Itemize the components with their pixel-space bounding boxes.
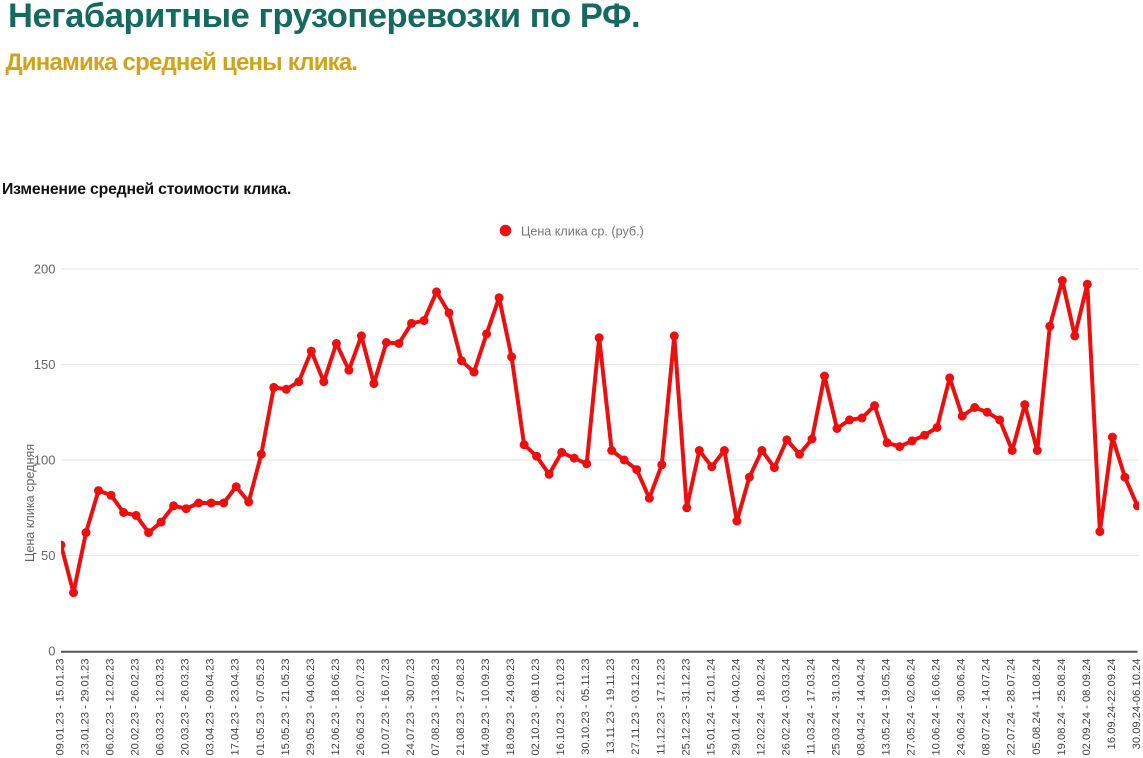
svg-text:15.05.23 - 21.05.23: 15.05.23 - 21.05.23	[280, 659, 292, 756]
svg-text:13.05.24 - 19.05.24: 13.05.24 - 19.05.24	[881, 659, 893, 756]
svg-text:19.08.24 - 25.08.24: 19.08.24 - 25.08.24	[1056, 659, 1068, 756]
svg-text:26.06.23 - 02.07.23: 26.06.23 - 02.07.23	[355, 659, 367, 756]
svg-text:12.06.23 - 18.06.23: 12.06.23 - 18.06.23	[330, 659, 342, 756]
svg-text:05.08.24 - 11.08.24: 05.08.24 - 11.08.24	[1031, 659, 1043, 755]
svg-text:25.03.24 - 31.03.24: 25.03.24 - 31.03.24	[831, 659, 843, 756]
svg-text:15.01.24 - 21.01.24: 15.01.24 - 21.01.24	[705, 659, 717, 756]
svg-text:27.05.24 - 02.06.24: 27.05.24 - 02.06.24	[906, 659, 918, 756]
svg-text:12.02.24 - 18.02.24: 12.02.24 - 18.02.24	[755, 659, 767, 756]
svg-text:21.08.23 - 27.08.23: 21.08.23 - 27.08.23	[455, 659, 467, 756]
svg-text:13.11.23 - 19.11.23: 13.11.23 - 19.11.23	[605, 659, 617, 754]
svg-text:100: 100	[34, 453, 56, 468]
svg-text:01.05.23 - 07.05.23: 01.05.23 - 07.05.23	[255, 659, 267, 756]
svg-text:09.01.23 - 15.01.23: 09.01.23 - 15.01.23	[55, 659, 67, 756]
svg-text:10.06.24 - 16.06.24: 10.06.24 - 16.06.24	[931, 659, 943, 756]
svg-text:03.04.23 - 09.04.23: 03.04.23 - 09.04.23	[205, 659, 217, 756]
svg-text:20.03.23 - 26.03.23: 20.03.23 - 26.03.23	[180, 659, 192, 756]
svg-text:17.04.23 - 23.04.23: 17.04.23 - 23.04.23	[230, 659, 242, 756]
svg-text:06.02.23 - 12.02.23: 06.02.23 - 12.02.23	[105, 659, 117, 756]
svg-text:200: 200	[34, 262, 56, 277]
svg-text:18.09.23 - 24.09.23: 18.09.23 - 24.09.23	[505, 659, 517, 756]
svg-text:24.07.23 - 30.07.23: 24.07.23 - 30.07.23	[405, 659, 417, 756]
svg-text:30.09.24-06.10.24: 30.09.24-06.10.24	[1131, 659, 1143, 750]
svg-text:29.01.24 - 04.02.24: 29.01.24 - 04.02.24	[730, 659, 742, 756]
svg-text:20.02.23 - 26.02.23: 20.02.23 - 26.02.23	[130, 659, 142, 756]
svg-text:23.01.23 - 29.01.23: 23.01.23 - 29.01.23	[80, 659, 92, 756]
svg-text:50: 50	[41, 548, 55, 563]
svg-text:24.06.24 - 30.06.24: 24.06.24 - 30.06.24	[956, 658, 968, 755]
svg-text:16.09.24-22.09.24: 16.09.24-22.09.24	[1106, 659, 1118, 750]
svg-text:10.07.23 - 16.07.23: 10.07.23 - 16.07.23	[380, 659, 392, 756]
svg-text:30.10.23 - 05.11.23: 30.10.23 - 05.11.23	[580, 659, 592, 755]
svg-text:08.07.24 - 14.07.24: 08.07.24 - 14.07.24	[981, 658, 993, 755]
svg-text:11.12.23 - 17.12.23: 11.12.23 - 17.12.23	[655, 659, 667, 755]
svg-text:150: 150	[34, 357, 56, 372]
svg-text:11.03.24 - 17.03.24: 11.03.24 - 17.03.24	[806, 659, 818, 755]
svg-text:08.04.24 - 14.04.24: 08.04.24 - 14.04.24	[856, 659, 868, 756]
svg-text:02.10.23 - 08.10.23: 02.10.23 - 08.10.23	[530, 659, 542, 756]
svg-text:Цена клика средняя: Цена клика средняя	[23, 444, 37, 562]
svg-text:26.02.24 - 03.03.24: 26.02.24 - 03.03.24	[780, 659, 792, 756]
svg-text:Цена клика ср. (руб.): Цена клика ср. (руб.)	[521, 225, 644, 239]
svg-text:02.09.24 - 08.09.24: 02.09.24 - 08.09.24	[1081, 659, 1093, 756]
svg-text:04.09.23 - 10.09.23: 04.09.23 - 10.09.23	[480, 659, 492, 756]
svg-text:25.12.23 - 31.12.23: 25.12.23 - 31.12.23	[680, 659, 692, 756]
svg-text:27.11.23 - 03.12.23: 27.11.23 - 03.12.23	[630, 659, 642, 755]
svg-text:22.07.24 - 28.07.24: 22.07.24 - 28.07.24	[1006, 658, 1018, 755]
svg-text:16.10.23 - 22.10.23: 16.10.23 - 22.10.23	[555, 659, 567, 756]
svg-text:0: 0	[48, 644, 55, 659]
svg-text:06.03.23 - 12.03.23: 06.03.23 - 12.03.23	[155, 659, 167, 756]
svg-text:29.05.23 - 04.06.23: 29.05.23 - 04.06.23	[305, 659, 317, 756]
svg-text:07.08.23 - 13.08.23: 07.08.23 - 13.08.23	[430, 659, 442, 756]
